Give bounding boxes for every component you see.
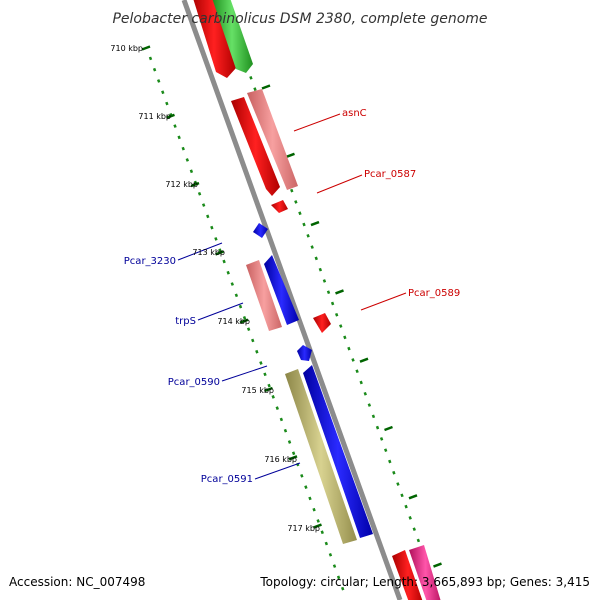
gene-blue-trps	[264, 255, 299, 325]
gene-label-pcar0590[interactable]: Pcar_0590	[168, 377, 220, 388]
major-tick	[313, 523, 322, 529]
tick-marks	[141, 45, 442, 568]
gene-labels: asnC Pcar_0587 Pcar_0589 Pcar_3230 trpS …	[124, 108, 460, 485]
gene-label-pcar0589[interactable]: Pcar_0589	[408, 288, 460, 299]
gene-red-top	[193, 0, 236, 78]
tick-label: 715 kbp	[241, 386, 274, 395]
tick-label: 712 kbp	[165, 180, 198, 189]
genes	[193, 0, 441, 600]
major-tick	[384, 425, 393, 432]
gene-blue-pcar3230	[253, 223, 268, 238]
gene-label-pcar0591[interactable]: Pcar_0591	[201, 474, 253, 485]
gene-olive-pcar0591	[285, 369, 357, 544]
major-tick	[215, 250, 224, 256]
tick-label: 710 kbp	[110, 44, 143, 53]
gene-blue-pcar0590	[297, 345, 312, 361]
major-tick	[286, 152, 295, 158]
accession-text: Accession: NC_007498	[9, 575, 145, 589]
gene-green-top	[212, 0, 253, 73]
map-title: Pelobacter carbinolicus DSM 2380, comple…	[112, 11, 487, 27]
major-tick	[264, 386, 273, 393]
major-tick	[433, 562, 442, 568]
gene-red-pcar0587	[271, 200, 288, 213]
genome-backbone	[181, 0, 403, 600]
tick-label: 714 kbp	[217, 317, 250, 326]
gene-pink-trps	[246, 260, 282, 331]
label-leaders	[177, 113, 407, 480]
major-tick	[335, 289, 344, 295]
tick-label: 717 kbp	[287, 524, 320, 533]
gene-blue-pcar0591	[303, 365, 373, 538]
gene-label-pcar3230[interactable]: Pcar_3230	[124, 256, 176, 267]
gene-red-asnc-left	[231, 97, 280, 196]
major-tick	[141, 45, 151, 51]
gene-label-pcar0587[interactable]: Pcar_0587	[364, 169, 416, 180]
genome-summary-text: Topology: circular; Length: 3,665,893 bp…	[259, 575, 590, 589]
tick-labels: 710 kbp 711 kbp 712 kbp 713 kbp 714 kbp …	[110, 44, 320, 533]
gene-magenta-bottom	[409, 545, 441, 600]
tick-label: 713 kbp	[192, 248, 225, 257]
major-tick	[239, 318, 249, 324]
gene-red-pcar0589	[313, 313, 331, 333]
tick-label: 711 kbp	[138, 112, 171, 121]
gene-label-asnc[interactable]: asnC	[342, 108, 367, 119]
gene-pink-asnc	[247, 89, 298, 190]
gene-label-trps[interactable]: trpS	[175, 316, 196, 327]
major-tick	[166, 113, 175, 119]
major-tick	[288, 455, 298, 461]
tick-label: 716 kbp	[264, 455, 297, 464]
major-tick	[261, 84, 271, 90]
major-tick	[359, 357, 369, 363]
major-tick	[190, 181, 200, 188]
major-tick	[408, 494, 418, 500]
gene-red-bottom	[392, 550, 423, 600]
major-tick	[310, 220, 320, 227]
